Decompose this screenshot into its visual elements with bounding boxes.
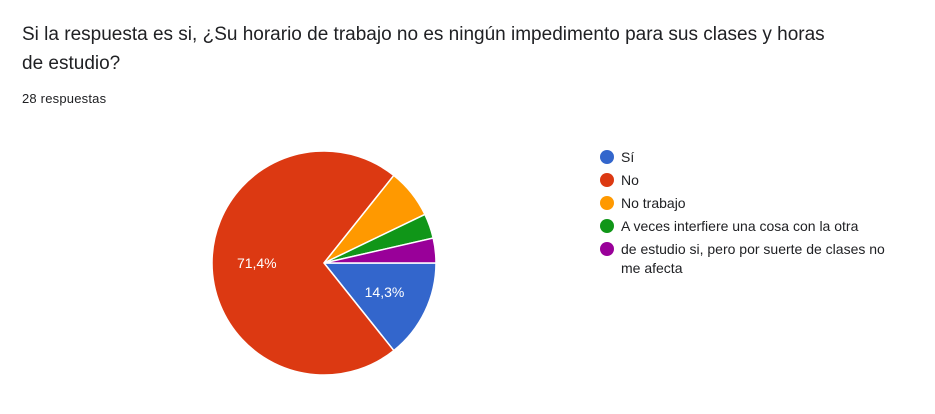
legend-label-4: de estudio si, pero por suerte de clases… bbox=[621, 241, 885, 276]
legend-swatch-4 bbox=[600, 242, 614, 256]
legend-label-3: A veces interfiere una cosa con la otra bbox=[621, 218, 859, 234]
slice-label-0: 14,3% bbox=[365, 284, 405, 300]
legend-label-1: No bbox=[621, 172, 639, 188]
legend-item-3: A veces interfiere una cosa con la otra bbox=[600, 217, 900, 236]
legend-swatch-3 bbox=[600, 219, 614, 233]
pie-slice-4 bbox=[323, 237, 437, 264]
legend-swatch-1 bbox=[600, 173, 614, 187]
legend-item-4: de estudio si, pero por suerte de clases… bbox=[600, 240, 900, 278]
question-title: Si la respuesta es si, ¿Su horario de tr… bbox=[22, 24, 825, 74]
legend-label-2: No trabajo bbox=[621, 195, 686, 211]
legend-item-1: No bbox=[600, 171, 900, 190]
legend-item-2: No trabajo bbox=[600, 194, 900, 213]
pie-chart: 14,3% 71,4% bbox=[211, 150, 437, 376]
legend-swatch-0 bbox=[600, 150, 614, 164]
pie-slice-1 bbox=[211, 150, 395, 376]
legend-swatch-2 bbox=[600, 196, 614, 210]
legend-label-0: Sí bbox=[621, 149, 635, 165]
legend-item-0: Sí bbox=[600, 148, 900, 167]
slice-label-1: 71,4% bbox=[237, 255, 277, 271]
pie-slice-0 bbox=[322, 262, 437, 352]
response-count: 28 respuestas bbox=[22, 91, 107, 106]
legend: Sí No No trabajo A veces interfiere una cos… bbox=[600, 148, 900, 282]
